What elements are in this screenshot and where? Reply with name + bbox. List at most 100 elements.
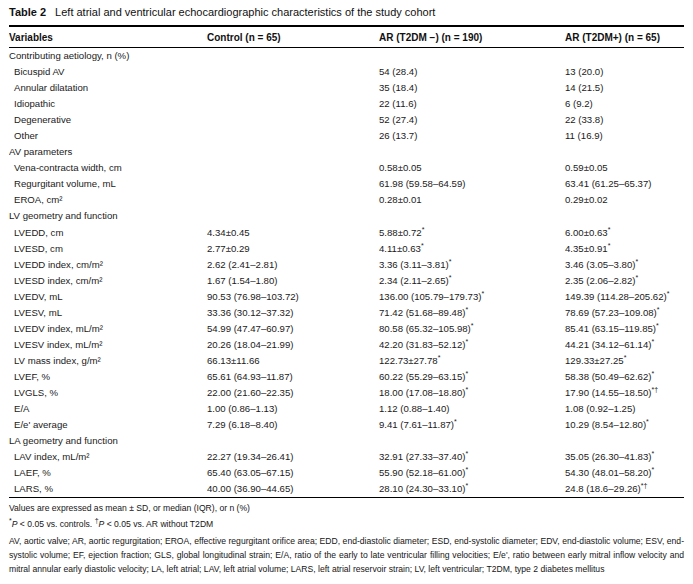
footnote-significance: *P < 0.05 vs. controls. †P < 0.05 vs. AR… [9,518,684,531]
significance-marker: * [608,241,611,248]
data-cell: 28.10 (24.30–33.10)* [379,481,565,498]
section-row: LA geometry and function [9,433,684,449]
col-header-ar-t2dm-neg: AR (T2DM −) (n = 190) [379,26,565,48]
data-cell: 3.36 (3.11–3.81)* [379,257,565,273]
data-cell [207,64,379,80]
table-row: LVEDD, cm4.34±0.455.88±0.72*6.00±0.63* [9,225,684,241]
data-cell: 22.00 (21.60–22.35) [207,385,379,401]
row-label: LVEDD, cm [9,225,207,241]
significance-marker: *† [651,386,658,393]
data-cell: 0.28±0.01 [379,192,565,208]
row-label: E/A [9,401,207,417]
section-row: Contributing aetiology, n (%) [9,48,684,65]
data-cell: 1.08 (0.92–1.25) [565,401,684,417]
table-row: LVESV, mL33.36 (30.12–37.32)71.42 (51.68… [9,305,684,321]
data-cell: 65.40 (63.05–67.15) [207,465,379,481]
table-header: Variables Control (n = 65) AR (T2DM −) (… [9,26,684,48]
significance-marker: * [438,354,441,361]
row-label: Annular dilatation [9,80,207,96]
data-cell: 1.67 (1.54–1.80) [207,273,379,289]
data-cell: 0.29±0.02 [565,192,684,208]
data-cell: 2.35 (2.06–2.82)* [565,273,684,289]
data-cell: 63.41 (61.25–65.37) [565,176,684,192]
data-cell [207,144,379,160]
data-cell [207,433,379,449]
row-label: LAEF, % [9,465,207,481]
row-label: Idiopathic [9,96,207,112]
data-cell: 90.53 (76.98–103.72) [207,289,379,305]
section-row: AV parameters [9,144,684,160]
data-cell: 5.88±0.72* [379,225,565,241]
data-cell: 35 (18.4) [379,80,565,96]
table-row: LARS, %40.00 (36.90–44.65)28.10 (24.30–3… [9,481,684,498]
table-row: Degenerative52 (27.4)22 (33.8) [9,112,684,128]
data-cell [207,208,379,224]
row-label: LVEDD index, cm/m² [9,257,207,273]
data-cell: 18.00 (17.08–18.80)* [379,385,565,401]
data-cell: 54.30 (48.01–58.20)* [565,465,684,481]
col-header-ar-t2dm-pos: AR (T2DM+) (n = 65) [565,26,684,48]
significance-marker: * [465,482,468,489]
table-row: Annular dilatation35 (18.4)14 (21.5) [9,80,684,96]
data-cell: 3.46 (3.05–3.80)* [565,257,684,273]
data-cell: 13 (20.0) [565,64,684,80]
data-cell: 44.21 (34.12–61.14)* [565,337,684,353]
data-cell: 4.34±0.45 [207,225,379,241]
data-cell: 60.22 (55.29–63.15)* [379,369,565,385]
row-label: LVESV index, mL/m² [9,337,207,353]
significance-marker: * [422,225,425,232]
significance-marker: * [465,450,468,457]
data-cell: 55.90 (52.18–61.00)* [379,465,565,481]
data-cell: 20.26 (18.04–21.99) [207,337,379,353]
table-row: LAEF, %65.40 (63.05–67.15)55.90 (52.18–6… [9,465,684,481]
data-cell: 6.00±0.63* [565,225,684,241]
table-row: E/e' average7.29 (6.18–8.40)9.41 (7.61–1… [9,417,684,433]
row-label: LVESD index, cm/m² [9,273,207,289]
significance-marker: * [651,370,654,377]
row-label: LVESD, cm [9,241,207,257]
data-cell: 7.29 (6.18–8.40) [207,417,379,433]
significance-marker: * [465,386,468,393]
table-row: LVESV index, mL/m²20.26 (18.04–21.99)42.… [9,337,684,353]
data-cell: 0.59±0.05 [565,160,684,176]
header-row: Variables Control (n = 65) AR (T2DM −) (… [9,26,684,48]
significance-marker: * [465,370,468,377]
data-cell [379,208,565,224]
data-cell [207,192,379,208]
data-cell: 2.77±0.29 [207,241,379,257]
significance-marker: * [635,273,638,280]
table-footnotes: Values are expressed as mean ± SD, or me… [9,502,684,576]
data-cell: 71.42 (51.68–89.48)* [379,305,565,321]
significance-marker: * [465,306,468,313]
data-cell [379,433,565,449]
significance-marker: * [635,257,638,264]
table-row: LVEDV index, mL/m²54.99 (47.47–60.97)80.… [9,321,684,337]
significance-marker: * [465,338,468,345]
row-label: Degenerative [9,112,207,128]
data-cell: 52 (27.4) [379,112,565,128]
data-cell: 10.29 (8.54–12.80)* [565,417,684,433]
data-cell: 54.99 (47.47–60.97) [207,321,379,337]
data-cell: 54 (28.4) [379,64,565,80]
data-cell [379,48,565,65]
significance-marker: * [657,306,660,313]
data-cell: 6 (9.2) [565,96,684,112]
row-label: LV mass index, g/m² [9,353,207,369]
data-cell: 66.13±11.66 [207,353,379,369]
row-label: Vena-contracta width, cm [9,160,207,176]
row-label: LVEDV index, mL/m² [9,321,207,337]
table-row: EROA, cm² 0.28±0.010.29±0.02 [9,192,684,208]
significance-marker: * [624,354,627,361]
table-body: Contributing aetiology, n (%)Bicuspid AV… [9,48,684,498]
data-cell [207,176,379,192]
data-cell: 0.58±0.05 [379,160,565,176]
data-cell: 2.34 (2.11–2.65)* [379,273,565,289]
data-cell [207,160,379,176]
row-label: EROA, cm² [9,192,207,208]
table-row: LVESD index, cm/m²1.67 (1.54–1.80)2.34 (… [9,273,684,289]
data-cell: 33.36 (30.12–37.32) [207,305,379,321]
section-row: LV geometry and function [9,208,684,224]
data-cell: 61.98 (59.58–64.59) [379,176,565,192]
table-caption: Table 2Left atrial and ventricular echoc… [9,5,684,20]
footnote-abbreviations: AV, aortic valve; AR, aortic regurgitati… [9,534,684,576]
